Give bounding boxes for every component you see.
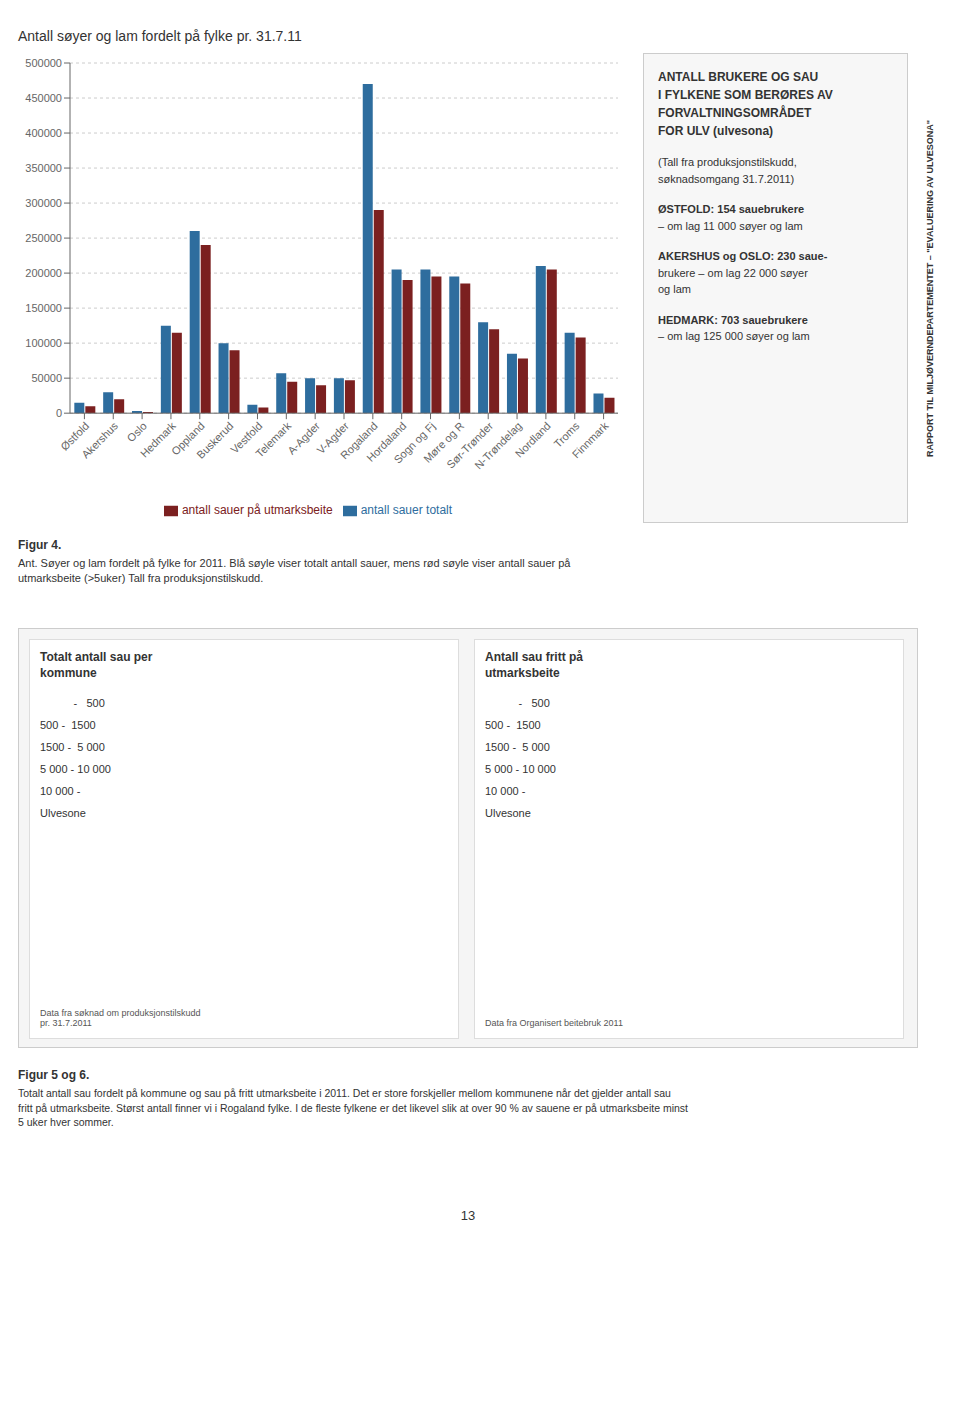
svg-text:Oppland: Oppland	[168, 419, 207, 458]
html-text:søknadsomgang 31.7.2011): søknadsomgang 31.7.2011)	[658, 172, 795, 185]
html-text:13: 13	[460, 1208, 476, 1223]
svg-text:350000: 350000	[25, 162, 62, 174]
svg-text:200000: 200000	[25, 267, 62, 279]
html-text:10 000 -: 10 000 -	[485, 785, 526, 798]
html-text:10 000 -: 10 000 -	[40, 785, 81, 798]
html-text:Data fra søknad om produksjons: Data fra søknad om produksjonstilskudd p…	[40, 1008, 201, 1028]
html-text:Ulvesone: Ulvesone	[40, 807, 86, 820]
svg-text:Telemark: Telemark	[253, 419, 293, 459]
html-text:antall sauer på utmarksbeite: antall sauer på utmarksbeite	[181, 503, 333, 518]
svg-text:100000: 100000	[25, 337, 62, 349]
svg-text:Akershus: Akershus	[79, 419, 120, 460]
html-text:Totalt antall sau per kommune: Totalt antall sau per kommune	[40, 650, 153, 680]
html-text:RAPPORT TIL MILJØVERNDEPARTEME: RAPPORT TIL MILJØVERNDEPARTEMENTET – "EV…	[925, 119, 935, 457]
html-text:– om lag 125 000 søyer og lam: – om lag 125 000 søyer og lam	[658, 330, 810, 342]
svg-text:Sør-Trønder: Sør-Trønder	[444, 419, 496, 471]
html-text:FOR ULV (ulvesona): FOR ULV (ulvesona)	[658, 124, 774, 138]
svg-text:Oslo: Oslo	[125, 420, 149, 444]
svg-text:0: 0	[56, 407, 62, 419]
html-text:(Tall fra produksjonstilskudd,: (Tall fra produksjonstilskudd,	[658, 156, 797, 168]
svg-text:Østfold: Østfold	[58, 419, 92, 453]
html-text:Totalt antall sau fordelt på k: Totalt antall sau fordelt på kommune og …	[18, 1087, 688, 1129]
svg-text:Buskerud: Buskerud	[194, 420, 235, 461]
svg-text:450000: 450000	[25, 92, 62, 104]
svg-text:Vestfold: Vestfold	[228, 419, 265, 456]
html-text:ANTALL BRUKERE OG SAU: ANTALL BRUKERE OG SAU	[658, 70, 819, 84]
html-text:Ant. Søyer og lam fordelt på f: Ant. Søyer og lam fordelt på fylke for 2…	[18, 557, 571, 585]
svg-text:500000: 500000	[25, 57, 62, 69]
html-text:FORVALTNINGSOMRÅDET: FORVALTNINGSOMRÅDET	[658, 106, 812, 120]
svg-text:N-Trøndelag: N-Trøndelag	[472, 420, 524, 472]
svg-text:Sogn og Fj: Sogn og Fj	[391, 419, 438, 466]
html-text:Figur 5 og 6.: Figur 5 og 6.	[18, 1068, 90, 1082]
svg-text:400000: 400000	[25, 127, 62, 139]
svg-text:Hordaland: Hordaland	[364, 419, 409, 464]
html-text:ØSTFOLD: 154 sauebrukere: ØSTFOLD: 154 sauebrukere	[658, 203, 805, 215]
html-text:5 000 - 10 000: 5 000 - 10 000	[485, 763, 556, 776]
html-text:- 500: - 500	[485, 697, 550, 710]
svg-text:Møre og R: Møre og R	[421, 419, 467, 465]
html-text:5 000 - 10 000: 5 000 - 10 000	[40, 763, 111, 776]
svg-text:Troms: Troms	[551, 419, 582, 450]
html-text:Ulvesone: Ulvesone	[485, 807, 531, 820]
html-text:AKERSHUS og OSLO: 230 saue-: AKERSHUS og OSLO: 230 saue-	[658, 250, 828, 262]
svg-text:300000: 300000	[25, 197, 62, 209]
html-text:og lam: og lam	[658, 283, 691, 295]
html-text:500 - 1500: 500 - 1500	[485, 719, 541, 732]
svg-text:Nordland: Nordland	[513, 420, 553, 460]
html-text:Antall sau fritt på utmarksbei: Antall sau fritt på utmarksbeite	[485, 650, 583, 680]
html-text:– om lag 11 000 søyer og lam: – om lag 11 000 søyer og lam	[658, 219, 803, 232]
svg-text:150000: 150000	[25, 302, 62, 314]
html-text:brukere – om lag 22 000 søyer: brukere – om lag 22 000 søyer	[658, 266, 808, 279]
svg-text:V-Agder: V-Agder	[314, 419, 351, 457]
html-text:HEDMARK: 703 sauebrukere: HEDMARK: 703 sauebrukere	[658, 313, 808, 326]
html-text:- 500: - 500	[40, 697, 105, 710]
svg-text:250000: 250000	[25, 232, 62, 244]
html-text:Antall søyer og lam fordelt på: Antall søyer og lam fordelt på fylke pr.…	[18, 28, 302, 44]
html-text:500 - 1500: 500 - 1500	[40, 719, 96, 732]
html-text:I FYLKENE SOM BERØRES AV: I FYLKENE SOM BERØRES AV	[658, 88, 833, 102]
html-text:Data fra Organisert beitebruk: Data fra Organisert beitebruk 2011	[485, 1018, 623, 1028]
svg-text:Finnmark: Finnmark	[570, 419, 611, 460]
html-text:antall sauer totalt: antall sauer totalt	[360, 503, 453, 518]
svg-text:50000: 50000	[31, 372, 62, 384]
html-text:1500 - 5 000: 1500 - 5 000	[40, 741, 105, 754]
html-text:Figur 4.: Figur 4.	[18, 538, 62, 552]
html-text:1500 - 5 000: 1500 - 5 000	[485, 741, 550, 754]
svg-text:A-Agder: A-Agder	[285, 419, 323, 457]
svg-text:Hedmark: Hedmark	[137, 419, 178, 460]
svg-text:Rogaland: Rogaland	[338, 419, 380, 462]
